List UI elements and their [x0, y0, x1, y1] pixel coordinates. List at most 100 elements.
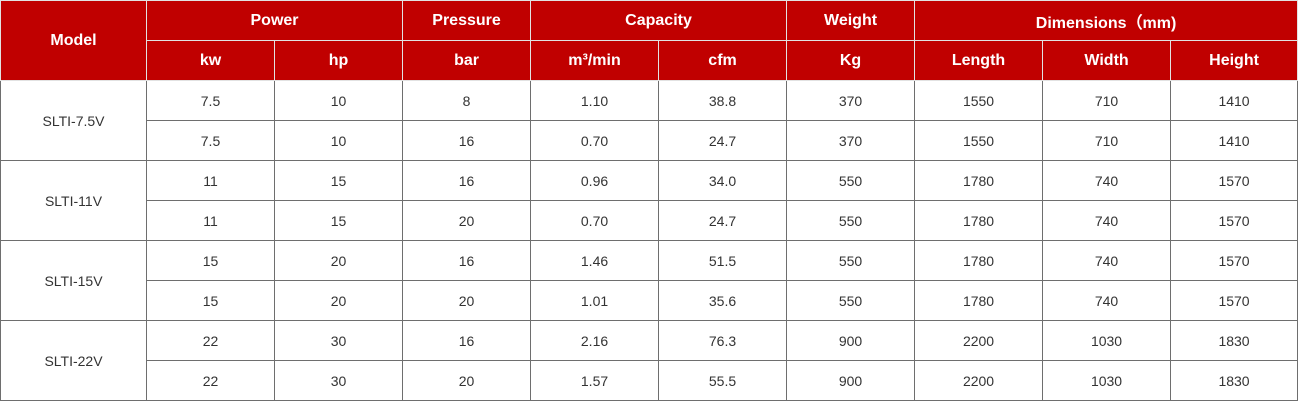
header-hp: hp	[273, 40, 404, 81]
table-row: SLTI-7.5V 7.5 10 8 1.10 38.8 370 1550 710 1410	[0, 80, 1298, 161]
cell-bar: 16	[402, 240, 532, 281]
cell-cfm: 76.3	[658, 320, 788, 361]
header-width: Width	[1042, 40, 1172, 81]
cell-kg: 550	[786, 240, 916, 281]
header-cfm: cfm	[658, 40, 788, 81]
cell-model: SLTI-15V	[0, 240, 147, 321]
header-height: Height	[1170, 40, 1298, 81]
header-kg: Kg	[786, 40, 916, 81]
cell-width: 710	[1042, 80, 1172, 121]
header-row-top: Model Power Pressure Capacity Weight Dim…	[0, 0, 1298, 81]
cell-kw: 15	[146, 240, 275, 281]
cell-bar: 8	[402, 80, 532, 121]
table-header: Model Power Pressure Capacity Weight Dim…	[0, 0, 1298, 81]
cell-height: 1830	[1170, 320, 1298, 361]
cell-length: 1550	[914, 80, 1044, 121]
cell-kw: 7.5	[146, 120, 275, 161]
header-kw: kw	[146, 40, 275, 81]
header-row-units: kw hp bar m³/min cfm Kg Length Width Hei…	[1, 40, 1298, 81]
cell-kw: 22	[146, 360, 275, 401]
cell-length: 2200	[914, 320, 1044, 361]
cell-cfm: 38.8	[658, 80, 788, 121]
cell-kg: 370	[786, 120, 916, 161]
cell-height: 1570	[1170, 200, 1298, 241]
cell-m3-min: 1.46	[530, 240, 660, 281]
cell-height: 1830	[1170, 360, 1298, 401]
table-row: 15 20 20 1.01 35.6 550 1780 740 1570	[1, 280, 1298, 321]
header-m3-min: m³/min	[530, 40, 660, 81]
cell-bar: 16	[402, 120, 532, 161]
cell-kg: 550	[786, 160, 916, 201]
cell-width: 740	[1042, 160, 1172, 201]
cell-kw: 11	[146, 200, 275, 241]
header-bar: bar	[402, 40, 532, 81]
table-row: 7.5 10 16 0.70 24.7 370 1550 710 1410	[1, 120, 1298, 161]
header-capacity: Capacity	[530, 0, 788, 41]
cell-model: SLTI-7.5V	[0, 80, 147, 161]
table-row: SLTI-15V 15 20 16 1.46 51.5 550 1780 740 1570	[0, 240, 1298, 321]
table-row: 11 15 20 0.70 24.7 550 1780 740 1570	[1, 200, 1298, 241]
cell-height: 1570	[1170, 280, 1298, 321]
header-weight: Weight	[786, 0, 916, 41]
cell-hp: 20	[273, 240, 404, 281]
cell-height: 1410	[1170, 80, 1298, 121]
table-row: 22 30 20 1.57 55.5 900 2200 1030 1830	[1, 360, 1298, 401]
cell-length: 1550	[914, 120, 1044, 161]
cell-m3-min: 1.10	[530, 80, 660, 121]
cell-cfm: 24.7	[658, 200, 788, 241]
cell-bar: 16	[402, 320, 532, 361]
cell-kw: 11	[146, 160, 275, 201]
cell-hp: 15	[273, 160, 404, 201]
cell-kg: 550	[786, 280, 916, 321]
cell-cfm: 51.5	[658, 240, 788, 281]
cell-length: 2200	[914, 360, 1044, 401]
cell-width: 1030	[1042, 320, 1172, 361]
cell-length: 1780	[914, 240, 1044, 281]
table-body: SLTI-7.5V 7.5 10 8 1.10 38.8 370 1550 710 1410 7.5…	[0, 80, 1298, 401]
cell-length: 1780	[914, 160, 1044, 201]
header-pressure: Pressure	[402, 0, 532, 41]
cell-model: SLTI-11V	[0, 160, 147, 241]
cell-width: 740	[1042, 200, 1172, 241]
cell-bar: 20	[402, 280, 532, 321]
cell-width: 740	[1042, 240, 1172, 281]
cell-kg: 900	[786, 360, 916, 401]
cell-height: 1570	[1170, 240, 1298, 281]
cell-cfm: 35.6	[658, 280, 788, 321]
cell-cfm: 55.5	[658, 360, 788, 401]
cell-hp: 10	[273, 80, 404, 121]
cell-m3-min: 1.01	[530, 280, 660, 321]
cell-cfm: 24.7	[658, 120, 788, 161]
cell-cfm: 34.0	[658, 160, 788, 201]
cell-hp: 10	[273, 120, 404, 161]
table-row: SLTI-22V 22 30 16 2.16 76.3 900 2200 1030 1830	[0, 320, 1298, 401]
cell-m3-min: 2.16	[530, 320, 660, 361]
cell-kg: 900	[786, 320, 916, 361]
cell-hp: 15	[273, 200, 404, 241]
cell-width: 740	[1042, 280, 1172, 321]
cell-length: 1780	[914, 280, 1044, 321]
cell-model: SLTI-22V	[0, 320, 147, 401]
cell-bar: 16	[402, 160, 532, 201]
cell-width: 1030	[1042, 360, 1172, 401]
cell-bar: 20	[402, 360, 532, 401]
cell-height: 1570	[1170, 160, 1298, 201]
cell-hp: 30	[273, 360, 404, 401]
cell-m3-min: 0.70	[530, 200, 660, 241]
cell-height: 1410	[1170, 120, 1298, 161]
header-model: Model	[0, 0, 147, 81]
cell-kg: 550	[786, 200, 916, 241]
cell-hp: 20	[273, 280, 404, 321]
cell-kw: 22	[146, 320, 275, 361]
header-power: Power	[145, 0, 404, 41]
cell-hp: 30	[273, 320, 404, 361]
header-length: Length	[914, 40, 1044, 81]
cell-m3-min: 0.70	[530, 120, 660, 161]
cell-width: 710	[1042, 120, 1172, 161]
cell-kw: 7.5	[146, 80, 275, 121]
cell-length: 1780	[914, 200, 1044, 241]
table-row: SLTI-11V 11 15 16 0.96 34.0 550 1780 740 1570	[0, 160, 1298, 241]
cell-m3-min: 0.96	[530, 160, 660, 201]
header-dimensions: Dimensions（mm)	[914, 0, 1298, 41]
